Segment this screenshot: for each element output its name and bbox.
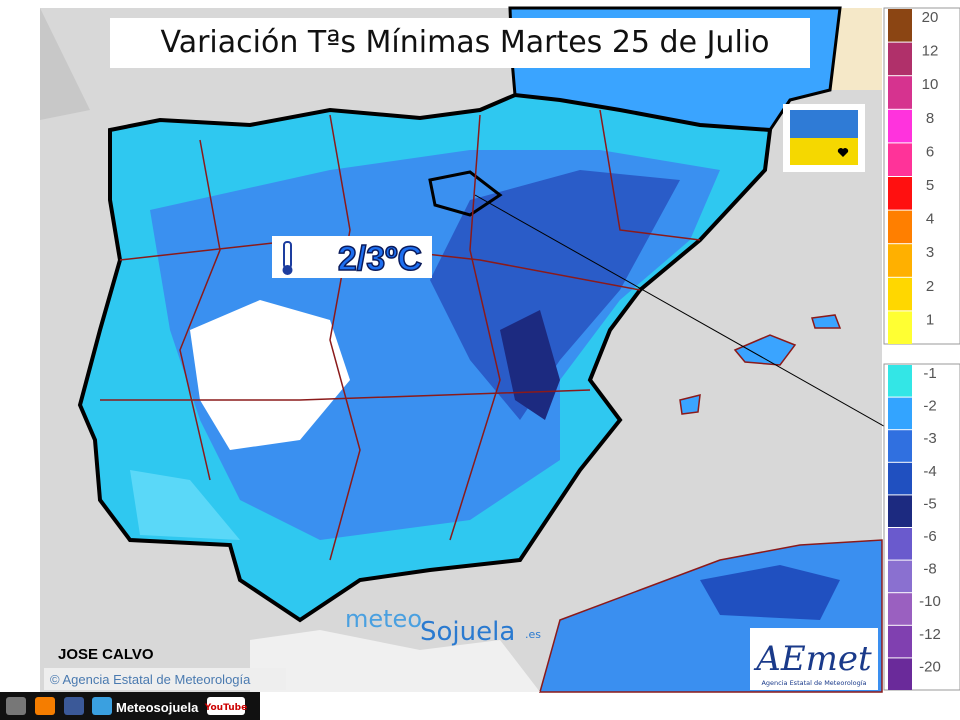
legend-swatch bbox=[888, 210, 912, 244]
logo-name: AEmet bbox=[753, 639, 872, 679]
legend-swatch bbox=[888, 495, 912, 527]
legend-label: -1 bbox=[923, 365, 936, 382]
region-minor-change bbox=[190, 300, 350, 450]
la-rioja-outline bbox=[428, 170, 503, 217]
legend-swatch bbox=[888, 365, 912, 397]
legend-label: -12 bbox=[919, 626, 941, 643]
annotation-box bbox=[272, 236, 432, 278]
legend-label: -5 bbox=[923, 495, 936, 512]
island-mallorca bbox=[733, 334, 797, 366]
legend-label: -20 bbox=[919, 658, 941, 675]
legend-label: 12 bbox=[922, 43, 939, 60]
title-box bbox=[110, 18, 810, 68]
legend-swatch bbox=[888, 177, 912, 210]
legend-label: -8 bbox=[923, 561, 936, 578]
footer-label[interactable]: Meteosojuela bbox=[116, 700, 199, 715]
legend-label: -2 bbox=[923, 398, 936, 415]
legend-swatch bbox=[888, 560, 912, 593]
legend-swatch bbox=[888, 528, 912, 560]
legend-label: 3 bbox=[926, 244, 934, 261]
island-ibiza bbox=[679, 394, 701, 415]
legend-swatch bbox=[888, 42, 912, 76]
ocean-edge bbox=[40, 8, 90, 120]
flag-blue bbox=[790, 110, 858, 138]
land-morocco-north bbox=[250, 630, 540, 692]
legend-swatch bbox=[888, 277, 912, 311]
legend-label: 4 bbox=[926, 211, 934, 228]
watermark-meteo: meteo bbox=[345, 605, 422, 633]
watermark-sojuela: Sojuela bbox=[420, 617, 515, 647]
thermometer-icon bbox=[283, 241, 292, 269]
legend-label: 6 bbox=[926, 143, 934, 160]
pointer-line bbox=[474, 194, 906, 439]
twitter-icon[interactable] bbox=[92, 697, 112, 715]
legend-swatch bbox=[888, 593, 912, 625]
facebook-icon[interactable] bbox=[64, 697, 84, 715]
youtube-icon[interactable] bbox=[207, 697, 245, 715]
logo-subtitle: Agencia Estatal de Meteorología bbox=[761, 679, 866, 687]
region-africa-cold bbox=[700, 565, 840, 620]
thermometer-bulb bbox=[282, 265, 293, 275]
legend-label: -4 bbox=[923, 463, 936, 480]
title: Variación Tªs Mínimas Martes 25 de Julio bbox=[161, 25, 770, 60]
instagram-icon[interactable] bbox=[6, 697, 26, 715]
legend-swatch bbox=[888, 9, 912, 42]
legend-label: -6 bbox=[923, 528, 936, 545]
legend-swatch bbox=[888, 76, 912, 109]
author: JOSE CALVO bbox=[58, 646, 154, 663]
region-cold-1 bbox=[130, 470, 240, 540]
legend-label: 2 bbox=[926, 278, 934, 295]
annotation: 2/3ºC bbox=[338, 240, 422, 278]
island-menorca bbox=[811, 314, 842, 329]
legend-label: -3 bbox=[923, 430, 936, 447]
legend-swatch bbox=[888, 397, 912, 430]
legend-label: 20 bbox=[922, 9, 939, 26]
youtube-label[interactable]: YouTube bbox=[204, 703, 247, 713]
legend-label: 8 bbox=[926, 110, 934, 127]
legend-swatch bbox=[888, 625, 912, 658]
legend-label: -10 bbox=[919, 593, 941, 610]
legend-label: 10 bbox=[922, 76, 939, 93]
legend-label: 1 bbox=[926, 311, 934, 328]
blogger-icon[interactable] bbox=[35, 697, 55, 715]
copyright-box bbox=[44, 668, 286, 690]
logo-box bbox=[750, 628, 878, 690]
legend: 20 12 10 8 6 5 4 3 2 1 -1 -2 -3 -4 -5 -6 -8 -10 -12 -20 bbox=[883, 7, 960, 691]
legend-swatch bbox=[888, 244, 912, 277]
region-cold-4 bbox=[430, 170, 680, 420]
legend-swatch bbox=[888, 462, 912, 495]
legend-swatch bbox=[888, 109, 912, 143]
watermark-es: .es bbox=[525, 628, 541, 641]
heart-icon bbox=[837, 148, 849, 157]
land-france-east bbox=[830, 8, 882, 90]
legend-swatch bbox=[888, 311, 912, 344]
legend-swatch bbox=[888, 143, 912, 176]
legend-swatch bbox=[888, 430, 912, 462]
copyright: © Agencia Estatal de Meteorología bbox=[50, 672, 251, 687]
legend-label: 5 bbox=[926, 177, 934, 194]
legend-swatch bbox=[888, 658, 912, 690]
